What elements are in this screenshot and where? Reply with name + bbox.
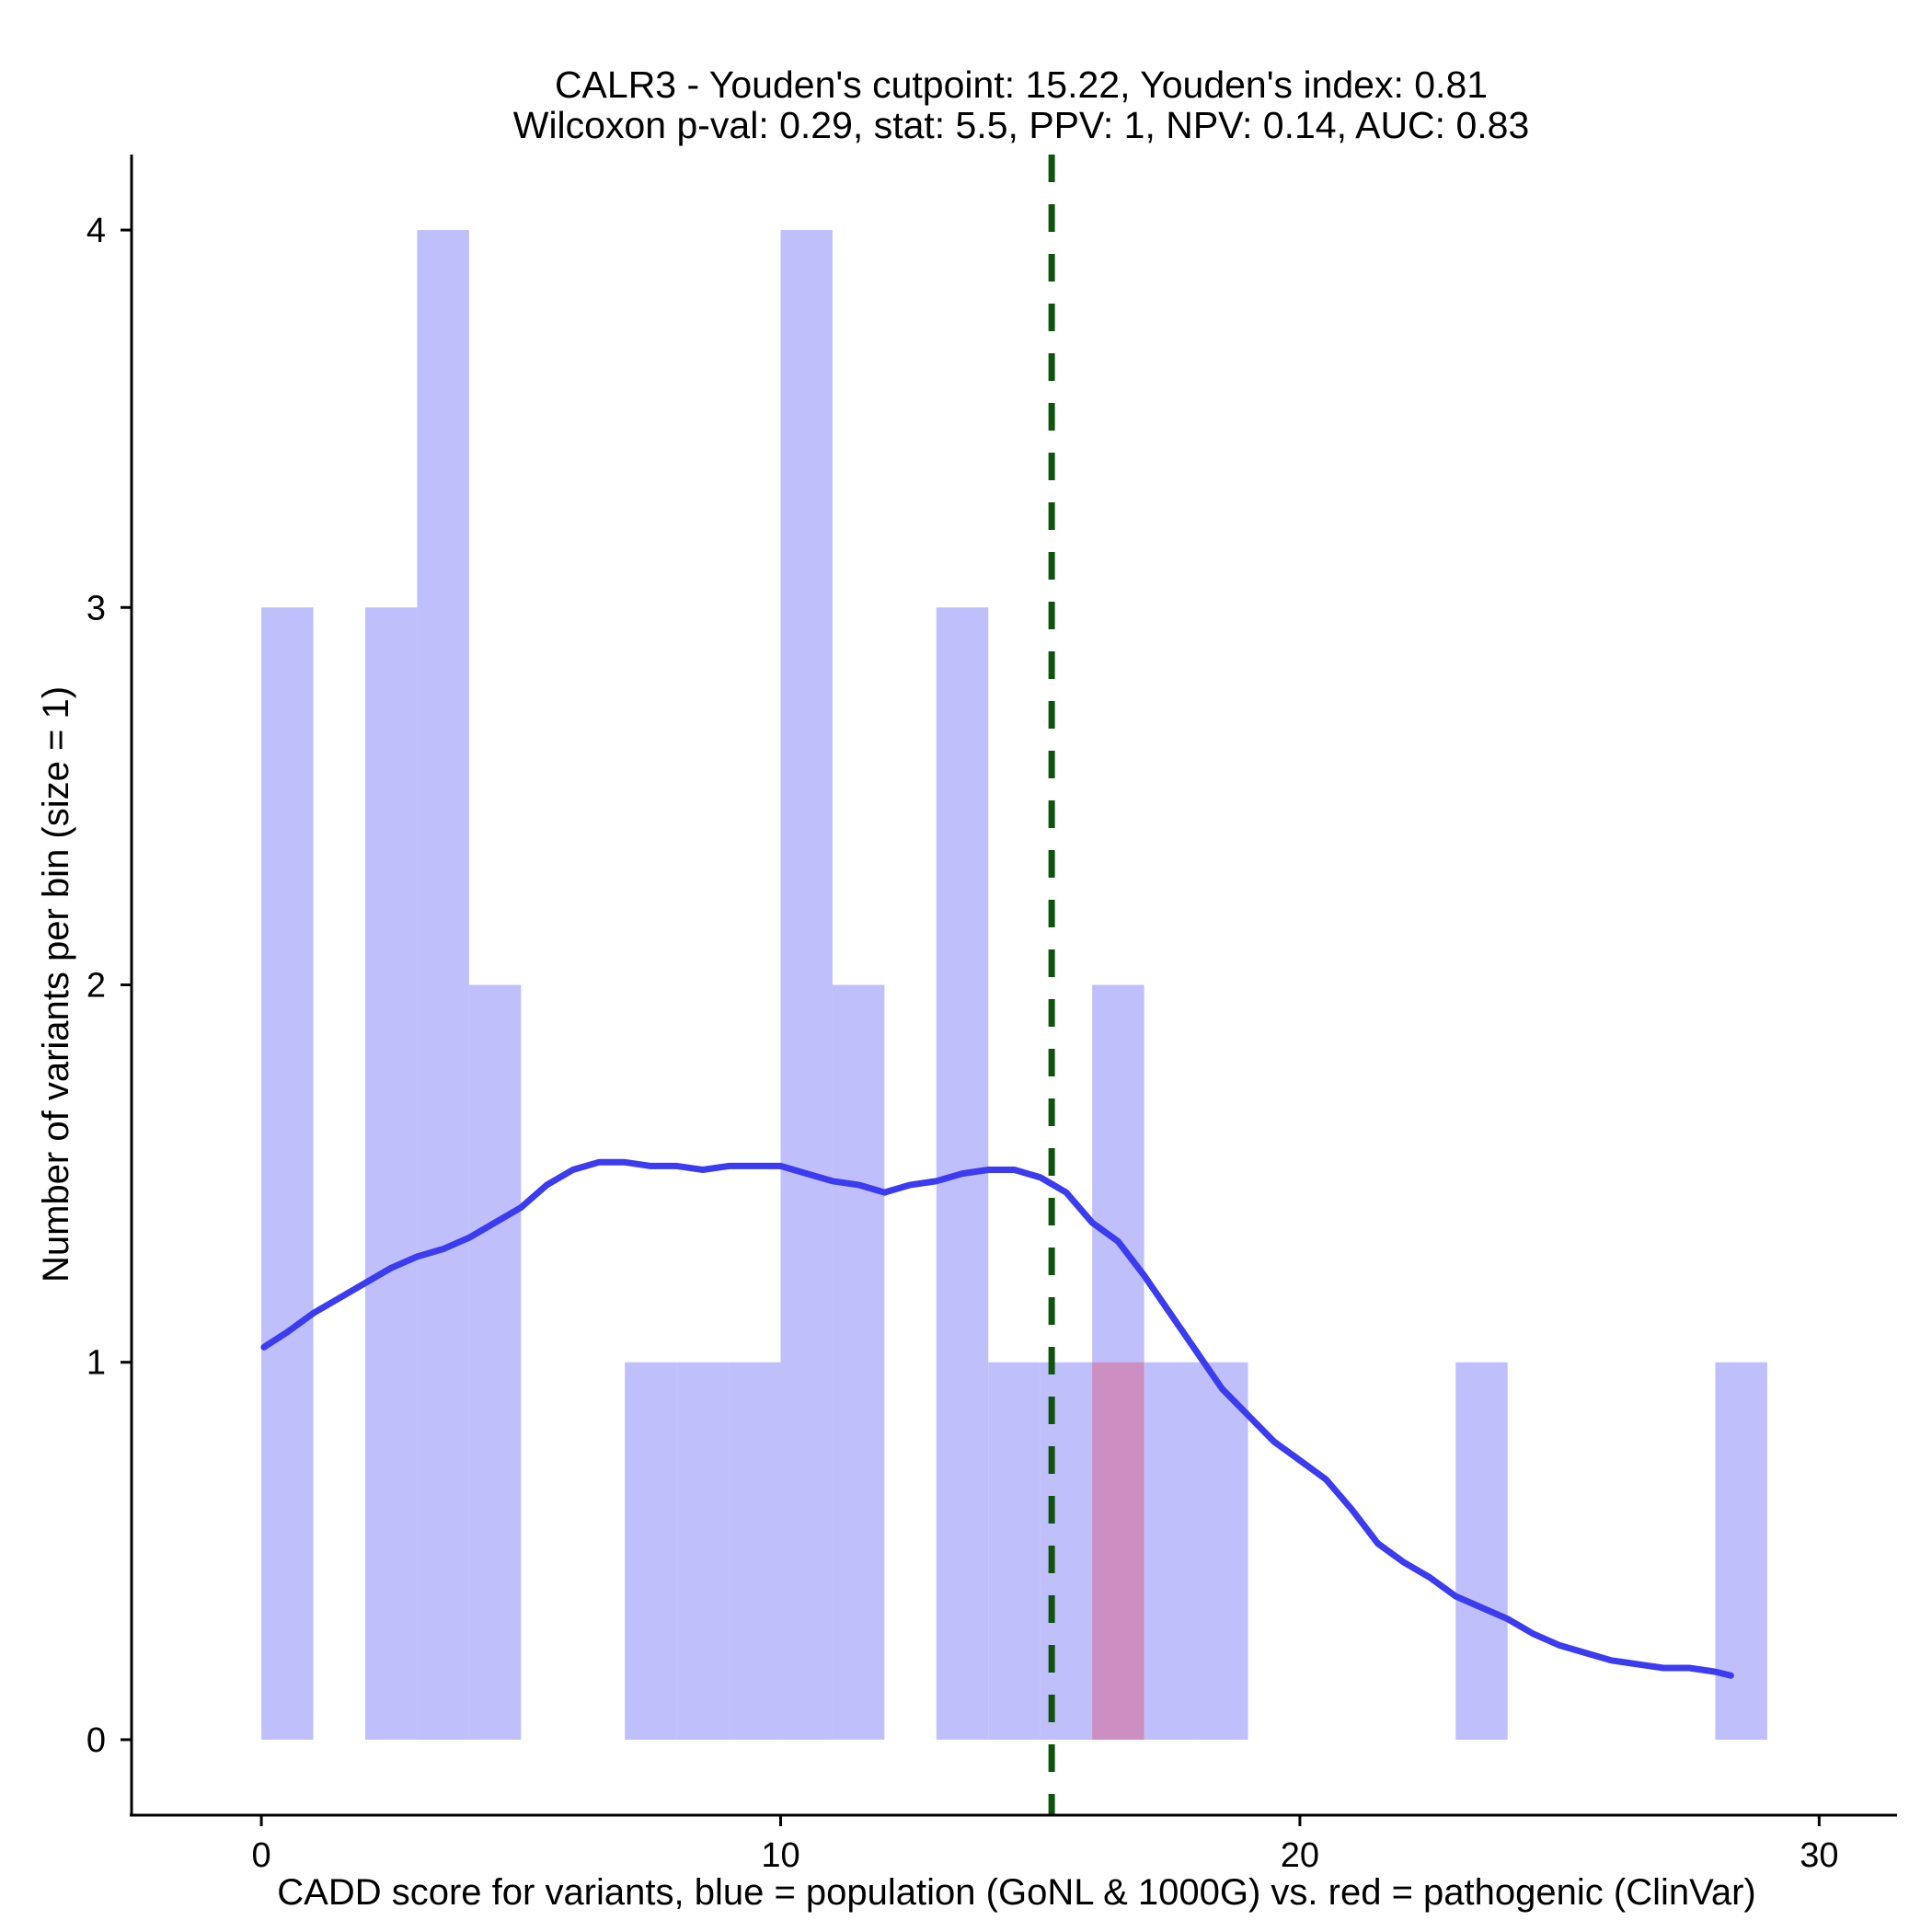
population-bar	[729, 1362, 781, 1740]
population-bar	[832, 984, 885, 1740]
population-bar	[364, 607, 418, 1740]
density-curve-group	[260, 1158, 1734, 1679]
population-bar	[261, 607, 314, 1740]
y-axis-label: Number of variants per bin (size = 1)	[36, 686, 76, 1282]
population-bar	[1040, 1362, 1093, 1740]
density-curve	[260, 1158, 1734, 1679]
y-tick-label: 2	[86, 967, 106, 1006]
x-axis-ticks: 0 10 20 30	[252, 1815, 1838, 1875]
y-axis-ticks: 0 1 2 3 4	[86, 212, 132, 1760]
population-bar	[988, 1362, 1041, 1740]
chart-title-line-2: Wilcoxon p-val: 0.29, stat: 5.5, PPV: 1,…	[513, 104, 1530, 146]
y-tick-label: 1	[86, 1344, 106, 1383]
population-bar	[1196, 1362, 1248, 1740]
x-tick-label: 30	[1800, 1836, 1838, 1875]
population-bar	[1455, 1362, 1508, 1740]
histogram-bars	[261, 230, 1767, 1740]
x-tick-label: 0	[252, 1836, 271, 1875]
y-tick-label: 3	[86, 589, 106, 627]
population-bar	[1144, 1362, 1197, 1740]
y-tick-label: 4	[86, 212, 106, 250]
population-bar	[676, 1362, 730, 1740]
y-tick-label: 0	[86, 1721, 106, 1760]
x-tick-label: 20	[1281, 1836, 1319, 1875]
population-bar	[417, 230, 469, 1740]
population-bar	[625, 1362, 677, 1740]
population-bar	[1715, 1362, 1767, 1740]
population-bar	[780, 230, 833, 1740]
population-bar	[468, 984, 522, 1740]
x-axis-label: CADD score for variants, blue = populati…	[277, 1872, 1755, 1913]
chart-title-line-1: CALR3 - Youden's cutpoint: 15.22, Youden…	[555, 63, 1488, 106]
pathogenic-bar	[1092, 1362, 1144, 1740]
x-tick-label: 10	[761, 1836, 799, 1875]
